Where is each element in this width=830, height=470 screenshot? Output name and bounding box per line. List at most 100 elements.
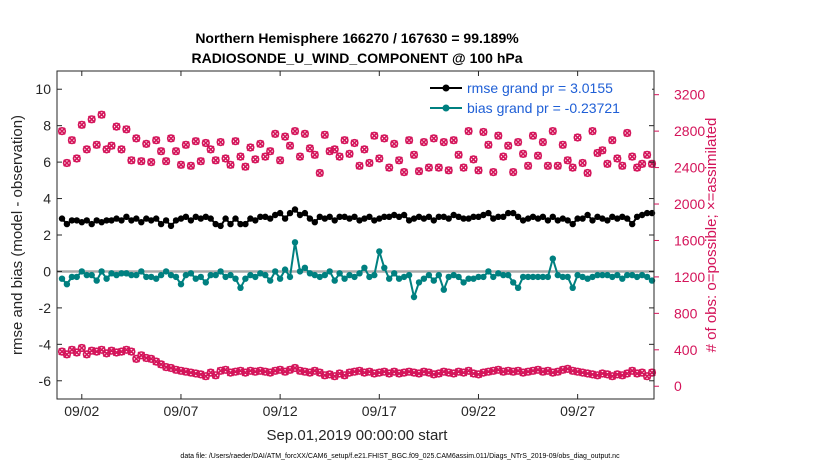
obs-possible-point-circle bbox=[375, 154, 384, 163]
left-axis-ticks: -6 -4 -2 0 2 4 6 8 10 bbox=[35, 81, 654, 389]
rmse-point bbox=[157, 220, 165, 228]
obs-possible-point bbox=[513, 138, 523, 147]
obs-possible-point bbox=[424, 163, 434, 172]
obs-possible-point bbox=[642, 150, 652, 159]
obs-possible-point bbox=[335, 152, 344, 161]
rmse-point bbox=[143, 215, 150, 222]
obs-possible-point bbox=[494, 131, 503, 140]
chart-title-line1: Northern Hemisphere 166270 / 167630 = 99… bbox=[195, 30, 519, 46]
rmse-point bbox=[172, 217, 180, 224]
rmse-point bbox=[341, 213, 348, 220]
bias-point bbox=[564, 273, 571, 281]
rmse-point bbox=[336, 213, 343, 220]
bias-point bbox=[415, 279, 423, 286]
obs-possible-point bbox=[588, 127, 597, 136]
obs-possible-point-circle bbox=[513, 138, 523, 147]
right-tick-label: 3200 bbox=[674, 87, 705, 103]
obs-possible-point-circle bbox=[613, 154, 622, 163]
rmse-point bbox=[108, 217, 115, 224]
obs-possible-point-circle bbox=[196, 157, 205, 166]
obs-possible-series bbox=[57, 110, 657, 178]
bias-point bbox=[529, 273, 537, 281]
rmse-point bbox=[113, 215, 120, 222]
obs-assimilated-point bbox=[127, 347, 136, 356]
obs-possible-point-cross bbox=[112, 122, 121, 131]
obs-possible-point-circle bbox=[523, 161, 533, 170]
obs-possible-point-cross bbox=[63, 159, 71, 167]
bias-point bbox=[58, 275, 66, 282]
obs-possible-point-cross bbox=[410, 151, 418, 159]
bias-point bbox=[490, 273, 497, 281]
obs-possible-point-circle bbox=[434, 163, 443, 172]
obs-possible-point-circle bbox=[350, 138, 359, 148]
rmse-point bbox=[98, 219, 105, 226]
obs-possible-point bbox=[409, 150, 419, 159]
obs-possible-point-circle bbox=[405, 136, 414, 145]
rmse-point bbox=[490, 215, 497, 222]
obs-possible-point-cross bbox=[142, 140, 151, 148]
obs-possible-point-cross bbox=[58, 127, 66, 135]
obs-possible-point-cross bbox=[107, 141, 116, 150]
obs-possible-point-circle bbox=[499, 152, 508, 161]
obs-possible-point bbox=[395, 156, 404, 165]
obs-possible-point bbox=[613, 154, 622, 163]
obs-possible-point-cross bbox=[122, 125, 131, 134]
obs-possible-point bbox=[127, 156, 136, 165]
rmse-point bbox=[584, 211, 591, 219]
obs-possible-point-cross bbox=[385, 163, 393, 172]
bias-point bbox=[286, 273, 294, 281]
obs-possible-point-circle bbox=[439, 138, 448, 147]
obs-possible-point bbox=[211, 156, 220, 165]
rmse-point bbox=[291, 206, 299, 213]
rmse-point bbox=[207, 215, 214, 222]
obs-possible-point-circle bbox=[548, 127, 557, 136]
obs-possible-point-cross bbox=[187, 162, 195, 170]
obs-possible-point bbox=[533, 151, 543, 160]
rmse-point bbox=[257, 213, 264, 220]
rmse-point bbox=[455, 213, 462, 220]
obs-possible-point-cross bbox=[355, 162, 364, 170]
obs-possible-point bbox=[474, 166, 483, 175]
obs-possible-point-cross bbox=[449, 136, 458, 144]
bias-point bbox=[594, 271, 601, 279]
obs-assimilated-point-circle bbox=[647, 368, 657, 377]
bias-point bbox=[514, 284, 522, 291]
x-axis-label: Sep.01,2019 00:00:00 start bbox=[267, 427, 449, 444]
obs-possible-point bbox=[504, 141, 513, 150]
rmse-point bbox=[361, 215, 368, 222]
obs-possible-point-circle bbox=[206, 145, 215, 154]
bias-point bbox=[311, 271, 318, 279]
obs-possible-point bbox=[484, 140, 493, 149]
bias-point bbox=[569, 284, 576, 291]
obs-possible-point-cross bbox=[499, 152, 508, 161]
obs-possible-point-circle bbox=[543, 161, 553, 170]
obs-possible-point-circle bbox=[122, 125, 131, 134]
rmse-point bbox=[296, 211, 304, 219]
obs-possible-point-cross bbox=[539, 138, 547, 146]
obs-possible-point-cross bbox=[97, 110, 106, 119]
rmse-point bbox=[415, 213, 423, 220]
obs-possible-point-circle bbox=[469, 155, 478, 164]
obs-possible-point-circle bbox=[191, 137, 200, 146]
obs-possible-point-cross bbox=[231, 137, 240, 145]
obs-possible-point bbox=[132, 134, 141, 143]
bias-point bbox=[574, 271, 581, 279]
rmse-point bbox=[524, 215, 532, 222]
bias-point bbox=[475, 273, 482, 281]
obs-possible-point bbox=[236, 152, 245, 161]
rmse-point bbox=[495, 213, 502, 220]
obs-possible-point-circle bbox=[181, 140, 190, 149]
bias-point bbox=[450, 271, 457, 279]
obs-possible-point-circle bbox=[553, 161, 562, 170]
obs-possible-point bbox=[568, 163, 577, 172]
rmse-point bbox=[252, 217, 259, 224]
obs-possible-point-circle bbox=[300, 129, 310, 138]
obs-possible-point-circle bbox=[345, 149, 354, 158]
x-tick-label: 09/07 bbox=[163, 403, 198, 419]
obs-possible-point-circle bbox=[395, 156, 404, 165]
right-tick-label: 800 bbox=[674, 305, 698, 321]
obs-possible-point-cross bbox=[469, 155, 478, 164]
bias-point bbox=[524, 273, 532, 281]
rmse-point bbox=[505, 209, 512, 217]
obs-possible-point bbox=[77, 120, 86, 129]
